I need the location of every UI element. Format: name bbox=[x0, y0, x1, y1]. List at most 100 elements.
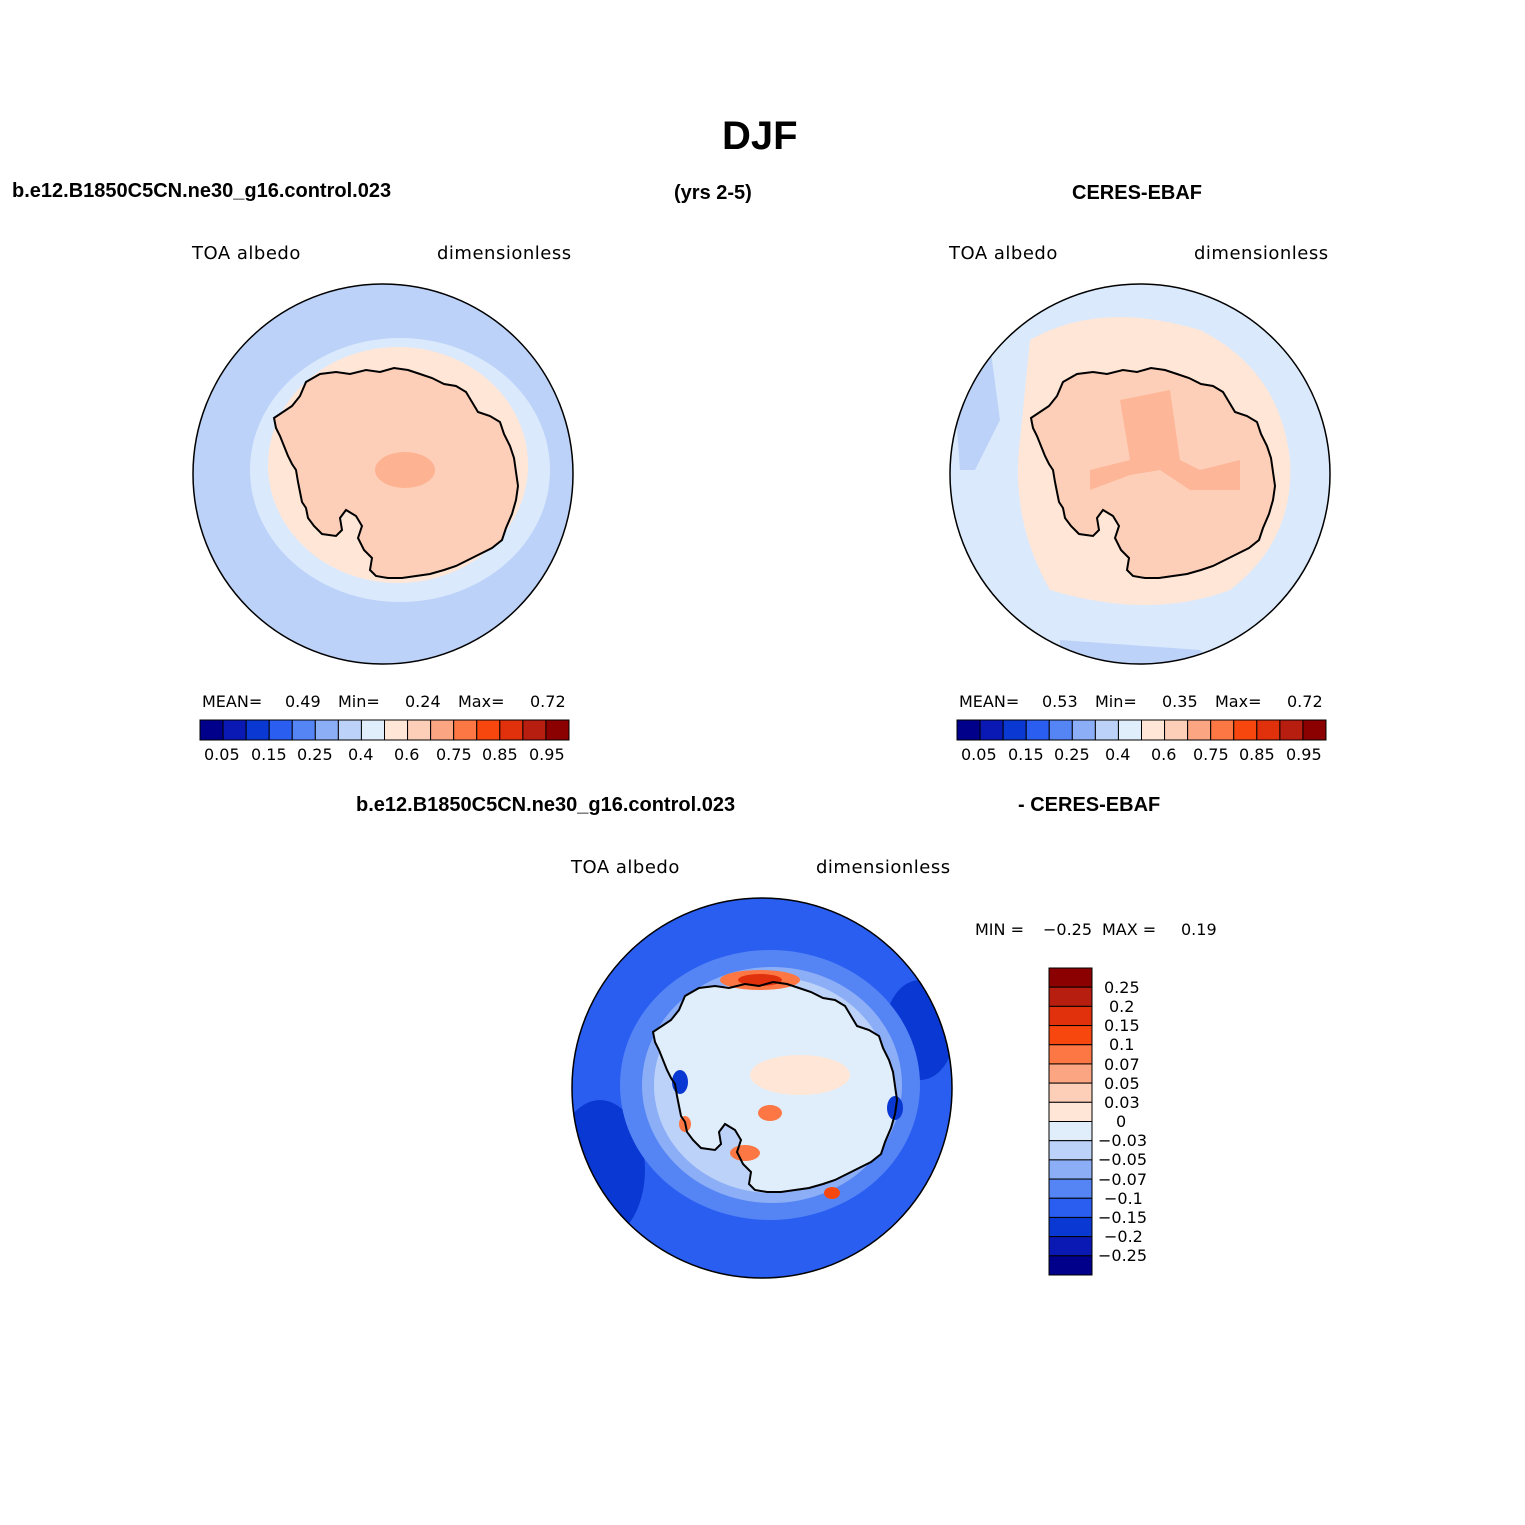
panel1-tick: 0.4 bbox=[348, 745, 374, 764]
panel1-mean-value: 0.49 bbox=[285, 692, 321, 711]
panel1-min-label: Min= bbox=[338, 692, 380, 711]
colorbar-cell bbox=[1141, 719, 1166, 741]
panel1-tick: 0.15 bbox=[251, 745, 287, 764]
diff-tick: −0.05 bbox=[1098, 1150, 1148, 1169]
panel1-max-label: Max= bbox=[458, 692, 505, 711]
diff-min-value: −0.25 bbox=[1043, 920, 1093, 939]
colorbar-cell bbox=[1187, 719, 1212, 741]
colorbar-cell bbox=[1094, 719, 1119, 741]
diff-tick: −0.03 bbox=[1098, 1131, 1148, 1150]
obs-name-label: CERES-EBAF bbox=[1072, 182, 1203, 204]
colorbar-cell bbox=[268, 719, 293, 741]
colorbar-cell bbox=[1071, 719, 1096, 741]
years-label: (yrs 2-5) bbox=[674, 182, 752, 204]
colorbar-cell bbox=[956, 719, 981, 741]
diff-max-value: 0.19 bbox=[1181, 920, 1217, 939]
model-map-border bbox=[192, 283, 574, 665]
case-name-label: b.e12.B1850C5CN.ne30_g16.control.023 bbox=[12, 180, 392, 202]
panel1-variable: TOA albedo bbox=[192, 243, 301, 264]
colorbar-cell bbox=[522, 719, 547, 741]
diff-tick: 0.1 bbox=[1109, 1035, 1135, 1054]
panel2-tick: 0.85 bbox=[1239, 745, 1275, 764]
colorbar-cell bbox=[222, 719, 247, 741]
colorbar-cell bbox=[1210, 719, 1235, 741]
panel2-max-label: Max= bbox=[1215, 692, 1262, 711]
diff-tick: −0.07 bbox=[1098, 1170, 1148, 1189]
diff-tick: 0.05 bbox=[1104, 1074, 1140, 1093]
panel1-tick: 0.85 bbox=[482, 745, 518, 764]
panel2-colorbar bbox=[956, 719, 1327, 741]
diff-tick: −0.2 bbox=[1104, 1227, 1143, 1246]
diff-case-name: b.e12.B1850C5CN.ne30_g16.control.023 bbox=[356, 794, 736, 816]
panel2-min-label: Min= bbox=[1095, 692, 1137, 711]
panel1-tick: 0.05 bbox=[204, 745, 240, 764]
colorbar-cell bbox=[245, 719, 270, 741]
diff-map-border bbox=[571, 897, 953, 1279]
colorbar-cell bbox=[1048, 1216, 1093, 1238]
panel2-mean-label: MEAN= bbox=[959, 692, 1020, 711]
colorbar-cell bbox=[453, 719, 478, 741]
colorbar-cell bbox=[1048, 1082, 1093, 1103]
colorbar-cell bbox=[1025, 719, 1050, 741]
obs-map-border bbox=[949, 283, 1331, 665]
colorbar-cell bbox=[430, 719, 455, 741]
colorbar-cell bbox=[476, 719, 501, 741]
diff-tick: 0.07 bbox=[1104, 1055, 1140, 1074]
panel1-min-value: 0.24 bbox=[405, 692, 441, 711]
colorbar-cell bbox=[360, 719, 385, 741]
panel2-tick: 0.75 bbox=[1193, 745, 1229, 764]
colorbar-cell bbox=[314, 719, 339, 741]
diff-tick: −0.15 bbox=[1098, 1208, 1148, 1227]
colorbar-cell bbox=[1048, 1255, 1093, 1276]
colorbar-cell bbox=[1048, 967, 1093, 988]
colorbar-cell bbox=[1048, 1140, 1093, 1161]
panel2-mean-value: 0.53 bbox=[1042, 692, 1078, 711]
colorbar-cell bbox=[199, 719, 224, 741]
diff-obs-name: - CERES-EBAF bbox=[1018, 794, 1161, 816]
colorbar-cell bbox=[1256, 719, 1281, 741]
colorbar-cell bbox=[1048, 1236, 1093, 1257]
panel2-tick: 0.15 bbox=[1008, 745, 1044, 764]
colorbar-cell bbox=[1048, 719, 1073, 741]
colorbar-cell bbox=[1279, 719, 1304, 741]
colorbar-cell bbox=[407, 719, 432, 741]
page-title: DJF bbox=[722, 114, 798, 158]
colorbar-cell bbox=[1048, 1101, 1093, 1122]
panel1-tick: 0.75 bbox=[436, 745, 472, 764]
colorbar-cell bbox=[1048, 1178, 1093, 1199]
diff-min-label: MIN = bbox=[975, 920, 1024, 939]
colorbar-cell bbox=[1048, 1005, 1093, 1027]
model-map bbox=[193, 284, 573, 664]
diff-units: dimensionless bbox=[816, 857, 951, 878]
colorbar-cell bbox=[1048, 1121, 1093, 1142]
panel2-tick: 0.95 bbox=[1286, 745, 1322, 764]
colorbar-cell bbox=[1048, 1197, 1093, 1218]
panel2-tick: 0.4 bbox=[1105, 745, 1131, 764]
colorbar-cell bbox=[545, 719, 570, 741]
diff-tick: −0.25 bbox=[1098, 1246, 1148, 1265]
diff-tick: 0.03 bbox=[1104, 1093, 1140, 1112]
diff-tick: −0.1 bbox=[1104, 1189, 1143, 1208]
colorbar-cell bbox=[1048, 986, 1093, 1007]
panel1-units: dimensionless bbox=[437, 243, 572, 264]
panel1-tick: 0.6 bbox=[394, 745, 420, 764]
panel2-max-value: 0.72 bbox=[1287, 692, 1323, 711]
panel2-tick: 0.05 bbox=[961, 745, 997, 764]
diff-tick: 0.2 bbox=[1109, 997, 1135, 1016]
panel1-tick: 0.95 bbox=[529, 745, 565, 764]
panel2-tick: 0.25 bbox=[1054, 745, 1090, 764]
panel2-min-value: 0.35 bbox=[1162, 692, 1198, 711]
colorbar-cell bbox=[1164, 719, 1189, 741]
colorbar-cell bbox=[384, 719, 409, 741]
colorbar-cell bbox=[1048, 1044, 1093, 1065]
diff-max-label: MAX = bbox=[1102, 920, 1157, 939]
panel1-max-value: 0.72 bbox=[530, 692, 566, 711]
panel1-mean-label: MEAN= bbox=[202, 692, 263, 711]
colorbar-cell bbox=[1002, 719, 1027, 741]
panel1-colorbar bbox=[199, 719, 570, 741]
colorbar-cell bbox=[1117, 719, 1142, 741]
diff-tick: 0 bbox=[1116, 1112, 1127, 1131]
diff-variable: TOA albedo bbox=[571, 857, 680, 878]
colorbar-cell bbox=[291, 719, 316, 741]
